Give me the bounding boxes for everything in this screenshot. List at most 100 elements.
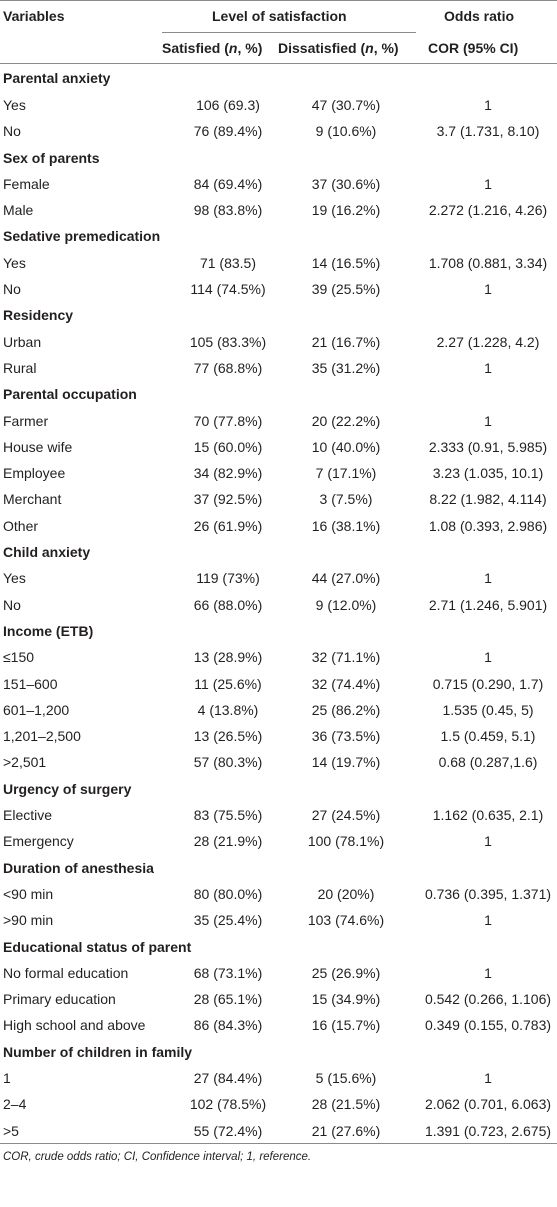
cor-cell: 1 bbox=[484, 359, 492, 376]
dissatisfied-cell: 15 (34.9%) bbox=[311, 991, 381, 1008]
dissatisfied-cell: 27 (24.5%) bbox=[311, 807, 381, 824]
satisfied-cell: 15 (60.0%) bbox=[193, 438, 263, 455]
satisfied-cell: 34 (82.9%) bbox=[193, 465, 263, 482]
table-row: Yes 119 (73%) 44 (27.0%) 1 bbox=[0, 565, 557, 591]
group-header-row: Child anxiety bbox=[0, 539, 557, 565]
table-row: >90 min 35 (25.4%) 103 (74.6%) 1 bbox=[0, 907, 557, 933]
satisfied-cell: 119 (73%) bbox=[196, 570, 260, 587]
row-label: Male bbox=[3, 202, 34, 219]
row-label: Other bbox=[3, 517, 39, 534]
table-header-row-2: Satisfied (n, %) Dissatisfied (n, %) COR… bbox=[0, 33, 557, 64]
satisfied-cell: 11 (25.6%) bbox=[194, 675, 262, 692]
table-row: >5 55 (72.4%) 21 (27.6%) 1.391 (0.723, 2.67… bbox=[0, 1118, 557, 1144]
group-header-row: Sex of parents bbox=[0, 145, 557, 171]
row-label: No bbox=[3, 596, 21, 613]
row-label: ≤150 bbox=[3, 649, 35, 666]
cor-cell: 2.272 (1.216, 4.26) bbox=[428, 202, 548, 219]
satisfied-cell: 83 (75.5%) bbox=[193, 807, 263, 824]
row-label: Female bbox=[3, 175, 50, 192]
row-label: 2–4 bbox=[3, 1096, 27, 1113]
group-title: Child anxiety bbox=[3, 544, 91, 561]
satisfied-cell: 76 (89.4%) bbox=[193, 123, 263, 140]
group-title: Sedative premedication bbox=[3, 228, 161, 245]
row-label: 601–1,200 bbox=[3, 701, 70, 718]
header-rule bbox=[162, 32, 416, 33]
dissatisfied-header: Dissatisfied (n, %) bbox=[278, 40, 399, 56]
satisfied-cell: 106 (69.3) bbox=[196, 97, 260, 113]
group-title: Residency bbox=[3, 307, 74, 324]
cor-cell: 1 bbox=[484, 281, 492, 298]
row-label: Employee bbox=[3, 465, 66, 482]
row-label: 1 bbox=[3, 1069, 11, 1086]
satisfied-cell: 105 (83.3%) bbox=[189, 333, 267, 350]
cor-cell: 1.08 (0.393, 2.986) bbox=[428, 517, 548, 534]
satisfied-cell: 13 (28.9%) bbox=[193, 649, 263, 666]
satisfied-cell: 80 (80.0%) bbox=[193, 885, 263, 902]
table-row: Female 84 (69.4%) 37 (30.6%) 1 bbox=[0, 171, 557, 197]
cor-cell: 1 bbox=[484, 833, 492, 850]
row-label: Elective bbox=[3, 807, 53, 824]
table-row: 151–600 11 (25.6%) 32 (74.4%) 0.715 (0.290,… bbox=[0, 671, 557, 697]
satisfied-header: Satisfied (n, %) bbox=[162, 40, 263, 56]
row-label: <90 min bbox=[3, 885, 54, 902]
cor-header: COR (95% CI) bbox=[428, 40, 519, 56]
group-header-row: Sedative premedication bbox=[0, 223, 557, 249]
table-row: No 66 (88.0%) 9 (12.0%) 2.71 (1.246, 5.901) bbox=[0, 592, 557, 618]
group-title: Number of children in family bbox=[3, 1043, 193, 1060]
group-title: Parental anxiety bbox=[3, 70, 111, 86]
group-title: Duration of anesthesia bbox=[3, 859, 154, 876]
cor-cell: 3.23 (1.035, 10.1) bbox=[432, 465, 544, 482]
table-row: Farmer 70 (77.8%) 20 (22.2%) 1 bbox=[0, 408, 557, 434]
row-label: >5 bbox=[3, 1122, 19, 1139]
dissatisfied-cell: 19 (16.2%) bbox=[311, 202, 381, 219]
satisfied-cell: 27 (84.4%) bbox=[193, 1069, 263, 1086]
satisfied-cell: 70 (77.8%) bbox=[193, 412, 263, 429]
cor-cell: 8.22 (1.982, 4.114) bbox=[429, 491, 547, 508]
cor-cell: 1.5 (0.459, 5.1) bbox=[440, 728, 536, 745]
dissatisfied-cell: 32 (71.1%) bbox=[311, 649, 381, 666]
dissatisfied-cell: 25 (26.9%) bbox=[311, 964, 381, 981]
row-label: 151–600 bbox=[3, 675, 58, 692]
group-header-row: Educational status of parent bbox=[0, 934, 557, 960]
satisfied-cell: 102 (78.5%) bbox=[189, 1096, 267, 1113]
dissatisfied-cell: 9 (10.6%) bbox=[315, 123, 377, 140]
row-label: >90 min bbox=[3, 912, 54, 929]
cor-cell: 1.708 (0.881, 3.34) bbox=[428, 254, 548, 271]
satisfied-cell: 77 (68.8%) bbox=[193, 359, 263, 376]
dissatisfied-cell: 37 (30.6%) bbox=[311, 175, 381, 192]
table-row: No 114 (74.5%) 39 (25.5%) 1 bbox=[0, 276, 557, 302]
satisfied-cell: 4 (13.8%) bbox=[197, 701, 259, 718]
dissatisfied-cell: 21 (27.6%) bbox=[311, 1122, 381, 1139]
cor-cell: 1 bbox=[484, 649, 492, 666]
cor-cell: 1 bbox=[484, 97, 492, 113]
dissatisfied-cell: 10 (40.0%) bbox=[311, 438, 381, 455]
dissatisfied-cell: 21 (16.7%) bbox=[311, 333, 381, 350]
table-row: >2,501 57 (80.3%) 14 (19.7%) 0.68 (0.287,1.… bbox=[0, 749, 557, 775]
row-label: Primary education bbox=[3, 991, 116, 1008]
satisfied-cell: 114 (74.5%) bbox=[190, 281, 266, 298]
table-footnote: COR, crude odds ratio; CI, Confidence in… bbox=[3, 1150, 312, 1163]
cor-cell: 1 bbox=[484, 912, 492, 929]
cor-cell: 2.062 (0.701, 6.063) bbox=[424, 1096, 552, 1113]
dissatisfied-cell: 36 (73.5%) bbox=[311, 728, 381, 745]
row-label: House wife bbox=[3, 438, 73, 455]
cor-cell: 1.162 (0.635, 2.1) bbox=[432, 807, 544, 824]
cor-cell: 0.542 (0.266, 1.106) bbox=[424, 991, 552, 1008]
satisfied-cell: 86 (84.3%) bbox=[193, 1017, 263, 1034]
table-row: 2–4 102 (78.5%) 28 (21.5%) 2.062 (0.701, 6.… bbox=[0, 1091, 557, 1117]
dissatisfied-cell: 20 (20%) bbox=[317, 885, 375, 902]
table-row: House wife 15 (60.0%) 10 (40.0%) 2.333 (0.9… bbox=[0, 434, 557, 460]
table-row: 601–1,200 4 (13.8%) 25 (86.2%) 1.535 (0.45,… bbox=[0, 697, 557, 723]
level-of-satisfaction-header: Level of satisfaction bbox=[212, 8, 347, 24]
table-row: Other 26 (61.9%) 16 (38.1%) 1.08 (0.393, 2.… bbox=[0, 513, 557, 539]
cor-cell: 0.349 (0.155, 0.783) bbox=[424, 1017, 552, 1034]
satisfied-cell: 55 (72.4%) bbox=[193, 1122, 263, 1139]
satisfied-cell: 37 (92.5%) bbox=[193, 491, 263, 508]
satisfied-cell: 68 (73.1%) bbox=[193, 964, 263, 981]
satisfied-cell: 84 (69.4%) bbox=[193, 175, 263, 192]
cor-cell: 2.333 (0.91, 5.985) bbox=[428, 438, 548, 455]
dissatisfied-cell: 20 (22.2%) bbox=[311, 412, 381, 429]
table-row: Merchant 37 (92.5%) 3 (7.5%) 8.22 (1.982, 4… bbox=[0, 486, 557, 512]
row-label: No bbox=[3, 281, 21, 298]
cor-cell: 1 bbox=[484, 964, 492, 981]
